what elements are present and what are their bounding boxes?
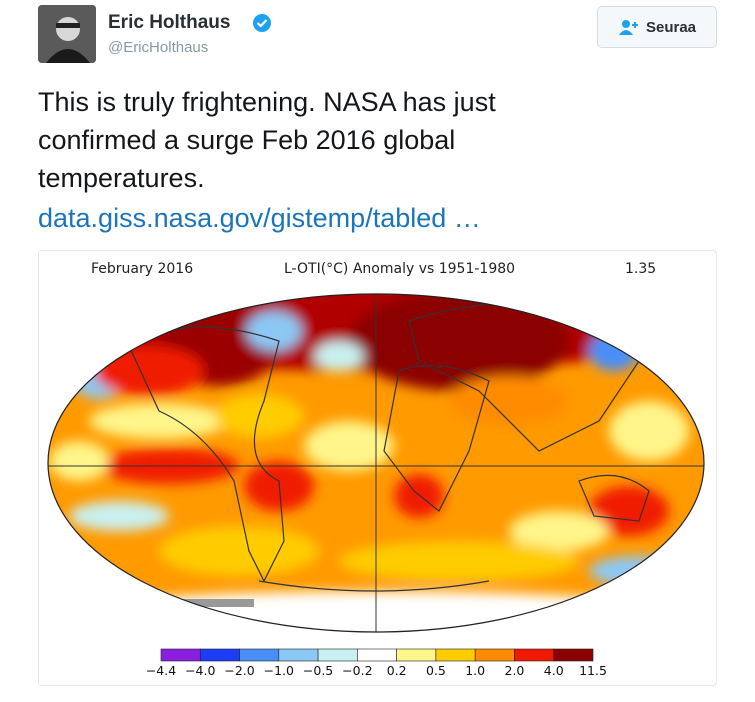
colorbar-label: −0.2 bbox=[342, 663, 372, 678]
colorbar-segment bbox=[396, 648, 437, 662]
colorbar-label: −4.4 bbox=[146, 663, 176, 678]
anomaly-map: February 2016 L-OTI(°C) Anomaly vs 1951-… bbox=[47, 261, 705, 678]
colorbar-label: 11.5 bbox=[579, 663, 607, 678]
colorbar-segment bbox=[514, 648, 555, 662]
colorbar: −4.4 −4.0 −2.0 −1.0 −0.5 −0.2 0.2 0.5 1.0 2.0 4.0 1… bbox=[146, 648, 607, 678]
colorbar-segment bbox=[474, 648, 515, 662]
map-mean: 1.35 bbox=[625, 261, 656, 277]
follow-icon bbox=[618, 20, 638, 35]
colorbar-segment bbox=[160, 648, 201, 662]
colorbar-segment bbox=[239, 648, 280, 662]
colorbar-label: 0.2 bbox=[387, 663, 407, 678]
author-handle[interactable]: @EricHolthaus bbox=[108, 39, 209, 56]
tweet-text: This is truly frightening. NASA has just… bbox=[38, 87, 496, 193]
avatar[interactable] bbox=[38, 5, 96, 63]
colorbar-label: −1.0 bbox=[264, 663, 294, 678]
colorbar-segment bbox=[435, 648, 476, 662]
map-date: February 2016 bbox=[91, 261, 193, 277]
colorbar-label: 0.5 bbox=[426, 663, 446, 678]
map-outline bbox=[47, 293, 705, 633]
colorbar-label: 1.0 bbox=[465, 663, 485, 678]
colorbar-label: −0.5 bbox=[303, 663, 333, 678]
colorbar-segment bbox=[317, 648, 358, 662]
colorbar-segment bbox=[278, 648, 319, 662]
map-title: L-OTI(°C) Anomaly vs 1951-1980 bbox=[284, 261, 515, 277]
colorbar-segment bbox=[357, 648, 397, 662]
verified-badge bbox=[253, 14, 271, 32]
tweet-link[interactable]: data.giss.nasa.gov/gistemp/tabled … bbox=[38, 203, 481, 233]
colorbar-label: 2.0 bbox=[505, 663, 525, 678]
follow-button[interactable]: Seuraa bbox=[597, 6, 717, 48]
colorbar-label: −4.0 bbox=[185, 663, 215, 678]
colorbar-segment bbox=[199, 648, 240, 662]
author-name[interactable]: Eric Holthaus bbox=[108, 12, 231, 33]
avatar-image bbox=[38, 5, 96, 63]
colorbar-label: 4.0 bbox=[544, 663, 564, 678]
media[interactable]: February 2016 L-OTI(°C) Anomaly vs 1951-… bbox=[38, 250, 717, 686]
follow-label: Seuraa bbox=[645, 18, 697, 36]
map-field bbox=[48, 294, 704, 632]
colorbar-segment bbox=[553, 648, 594, 662]
colorbar-label: −2.0 bbox=[224, 663, 254, 678]
